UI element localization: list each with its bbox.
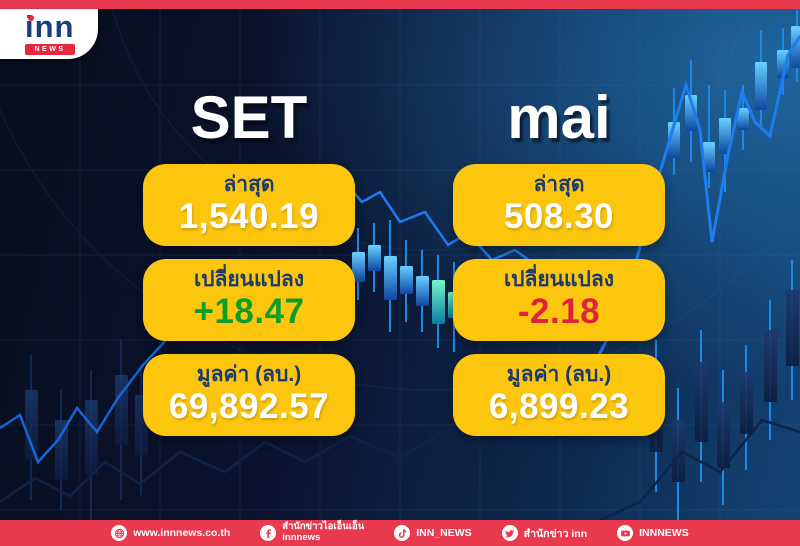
mai-change-card: เปลี่ยนแปลง -2.18: [453, 259, 665, 341]
inn-logo: inn NEWS: [0, 9, 98, 59]
footer-bar: www.innnews.co.th สำนักข่าวไอเอ็นเอ็น in…: [0, 520, 800, 546]
mai-change-label: เปลี่ยนแปลง: [503, 268, 615, 292]
mai-latest-value: 508.30: [503, 197, 615, 237]
mai-value-card: มูลค่า (ลบ.) 6,899.23: [453, 354, 665, 436]
column-set: SET ล่าสุด 1,540.19 เปลี่ยนแปลง +18.47 ม…: [143, 80, 355, 449]
footer-facebook-line1: สำนักข่าวไอเอ็นเอ็น: [282, 521, 365, 533]
set-value-label: มูลค่า (ลบ.): [196, 363, 302, 387]
set-value-value: 69,892.57: [168, 387, 330, 427]
footer-tiktok[interactable]: INN_NEWS: [394, 525, 472, 541]
mai-value-value: 6,899.23: [488, 387, 630, 427]
facebook-icon: [260, 525, 277, 541]
globe-icon: [111, 525, 128, 541]
mai-value-label: มูลค่า (ลบ.): [506, 363, 612, 387]
footer-youtube[interactable]: INNNEWS: [617, 525, 689, 541]
footer-youtube-label: INNNEWS: [639, 527, 689, 539]
top-accent-bar: [0, 0, 800, 9]
set-latest-card: ล่าสุด 1,540.19: [143, 164, 355, 246]
footer-facebook-line2: innnews: [282, 532, 321, 543]
footer-facebook[interactable]: สำนักข่าวไอเอ็นเอ็น innnews: [260, 521, 365, 544]
tiktok-icon: [394, 525, 411, 541]
footer-tiktok-label: INN_NEWS: [416, 527, 472, 539]
column-mai: mai ล่าสุด 508.30 เปลี่ยนแปลง -2.18 มูลค…: [453, 80, 665, 449]
footer-twitter-label: สำนักข่าว inn: [523, 527, 588, 540]
footer-facebook-label: สำนักข่าวไอเอ็นเอ็น innnews: [282, 521, 365, 544]
set-value-card: มูลค่า (ลบ.) 69,892.57: [143, 354, 355, 436]
mai-latest-card: ล่าสุด 508.30: [453, 164, 665, 246]
footer-website[interactable]: www.innnews.co.th: [111, 525, 230, 541]
logo-red-dot-icon: [28, 15, 34, 21]
set-change-label: เปลี่ยนแปลง: [193, 268, 305, 292]
logo-news-badge: NEWS: [25, 44, 75, 55]
mai-latest-label: ล่าสุด: [533, 173, 585, 197]
mai-title: mai: [507, 84, 611, 151]
set-latest-value: 1,540.19: [178, 197, 320, 237]
footer-website-label: www.innnews.co.th: [133, 527, 231, 539]
set-change-value: +18.47: [193, 292, 305, 332]
mai-change-value: -2.18: [517, 292, 601, 332]
set-change-card: เปลี่ยนแปลง +18.47: [143, 259, 355, 341]
footer-twitter[interactable]: สำนักข่าว inn: [501, 525, 588, 542]
set-latest-label: ล่าสุด: [223, 173, 275, 197]
twitter-icon: [501, 525, 518, 541]
set-title: SET: [190, 84, 308, 151]
youtube-icon: [617, 525, 634, 541]
